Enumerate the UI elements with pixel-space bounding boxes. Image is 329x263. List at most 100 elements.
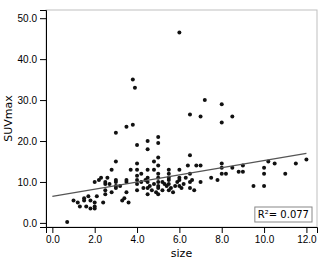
point [167,168,171,172]
point [177,168,181,172]
x-tick-mark [179,227,180,233]
x-tick: 8.0 [215,227,229,245]
point [93,200,97,204]
x-axis: 0.02.04.06.08.010.012.0 [46,227,318,245]
point [110,190,114,194]
x-tick-label: 12.0 [297,234,317,245]
y-tick-label: 0.0 [23,218,37,229]
point [76,200,80,204]
point [169,186,173,190]
point [220,121,224,125]
point [177,31,181,35]
x-tick-mark [137,227,138,233]
point [262,172,266,176]
point [167,172,171,176]
point [88,207,92,211]
point [182,182,186,186]
x-tick-mark [52,227,53,233]
point [171,190,175,194]
y-axis: 0.010.020.030.040.050.0 [18,11,47,229]
y-axis-title: SUVmax [2,95,15,142]
point [141,186,145,190]
y-tick-label: 40.0 [18,54,38,65]
point [146,147,150,151]
point [93,180,97,184]
point [135,162,139,166]
point [199,164,203,168]
point [124,178,128,182]
point [131,123,135,127]
point [294,162,298,166]
point [146,139,150,143]
point [86,194,90,198]
point [122,196,126,200]
x-tick-label: 6.0 [173,234,187,245]
point [203,98,207,102]
point [192,188,196,192]
point [186,164,190,168]
x-tick-mark [264,227,265,233]
point [241,170,245,174]
x-tick-mark [222,227,223,233]
y-tick: 30.0 [18,95,46,106]
annotation-text: R²= 0.077 [258,209,309,220]
point [103,192,107,196]
point [188,112,192,116]
point [78,205,82,209]
point [124,125,128,129]
point [283,172,287,176]
point [156,184,160,188]
point [146,168,150,172]
point [82,196,86,200]
point [273,162,277,166]
point [135,188,139,192]
point [230,114,234,118]
y-tick-label: 30.0 [18,95,38,106]
y-tick-label: 50.0 [18,13,38,24]
chart: 0.02.04.06.08.010.012.00.010.020.030.040… [0,0,329,263]
point [262,166,266,170]
point [124,190,128,194]
point [220,102,224,106]
point [152,168,156,172]
point [84,205,88,209]
x-tick: 12.0 [297,227,317,245]
point [103,188,107,192]
point [188,153,192,157]
point [110,168,114,172]
point [251,184,255,188]
x-tick-label: 10.0 [255,234,275,245]
point [152,159,156,163]
point [156,192,160,196]
point [99,176,103,180]
point [173,184,177,188]
point [194,164,198,168]
x-axis-title: size [171,247,193,260]
x-axis-line [47,228,318,234]
point [188,186,192,190]
point [114,186,118,190]
point [146,192,150,196]
point [156,172,160,176]
x-tick: 10.0 [255,227,275,245]
point [114,178,118,182]
point [220,172,224,176]
x-tick-mark [95,227,96,233]
point [131,78,135,82]
point [88,198,92,202]
point [93,207,97,211]
point [135,143,139,147]
point [237,170,241,174]
point [135,174,139,178]
y-tick-mark [40,141,46,142]
y-tick: 50.0 [18,13,46,24]
y-tick-label: 20.0 [18,136,38,147]
y-tick-mark [40,223,46,224]
point [135,168,139,172]
x-tick-label: 8.0 [215,234,229,245]
x-tick-label: 4.0 [131,234,145,245]
y-tick-mark [40,59,46,60]
x-tick: 6.0 [173,227,187,245]
point [129,168,133,172]
y-tick: 0.0 [23,218,46,229]
